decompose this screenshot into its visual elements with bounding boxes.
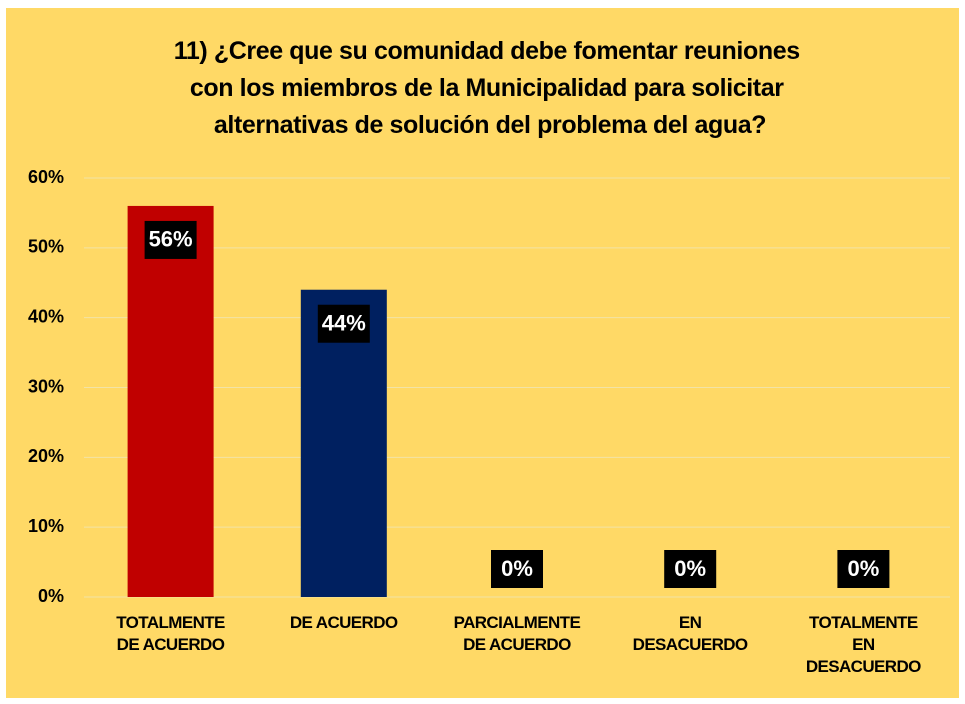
data-label-box — [664, 550, 717, 588]
x-tick-label: PARCIALMENTE DE ACUERDO — [453, 613, 581, 654]
data-label-box — [837, 550, 890, 588]
title-line: alternativas de solución del problema de… — [214, 111, 766, 139]
y-tick-label: 50% — [28, 237, 64, 257]
data-label: 0% — [848, 556, 880, 581]
data-label: 0% — [674, 556, 706, 581]
x-tick-label: DE ACUERDO — [289, 613, 398, 632]
title-line: 11) ¿Cree que su comunidad debe fomentar… — [174, 37, 800, 65]
y-tick-label: 40% — [28, 306, 64, 326]
chart-title: 11) ¿Cree que su comunidad debe fomentar… — [174, 37, 807, 139]
y-tick-label: 60% — [28, 167, 64, 187]
y-tick-label: 30% — [28, 376, 64, 396]
y-tick-label: 0% — [38, 586, 64, 606]
data-label-box — [491, 550, 543, 588]
title-line: con los miembros de la Municipalidad par… — [190, 74, 784, 102]
data-label: 44% — [322, 311, 366, 336]
y-tick-label: 10% — [28, 516, 64, 536]
data-label: 56% — [149, 227, 193, 252]
x-tick-label: TOTALMENTE EN DESACUERDO — [805, 613, 922, 676]
data-label: 0% — [501, 556, 533, 581]
x-tick-label: TOTALMENTE DE ACUERDO — [116, 613, 225, 654]
y-tick-label: 20% — [28, 446, 64, 466]
data-label-box — [317, 304, 370, 343]
x-tick-label: EN DESACUERDO — [632, 613, 749, 654]
bar — [127, 205, 214, 597]
data-label-box — [144, 220, 197, 259]
